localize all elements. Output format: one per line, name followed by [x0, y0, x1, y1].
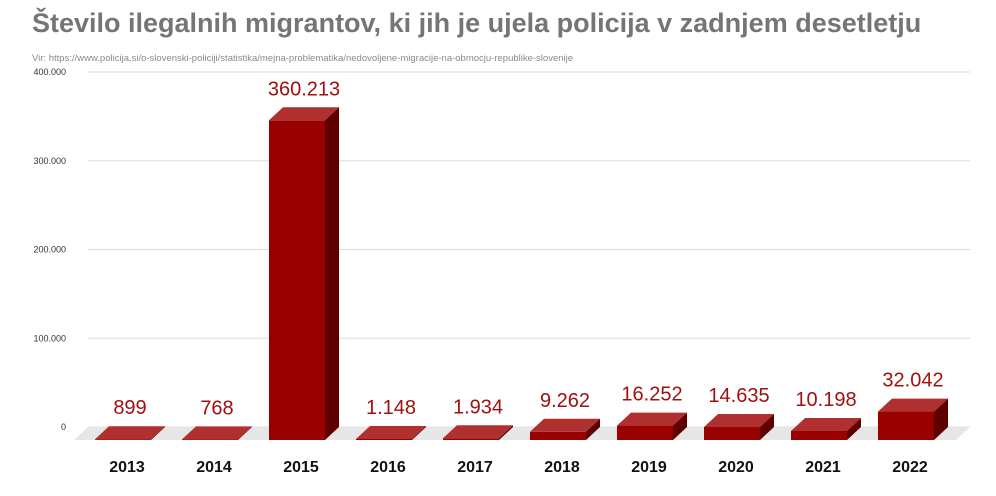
- bar-front: [269, 120, 325, 440]
- x-tick-label: 2018: [544, 459, 580, 476]
- bar: [269, 107, 339, 440]
- bar-side: [760, 414, 774, 440]
- x-tick-label: 2017: [457, 459, 493, 476]
- y-tick-label: 400.000: [33, 67, 66, 77]
- bar-top: [704, 414, 774, 428]
- x-tick-label: 2016: [370, 459, 406, 476]
- x-tick-label: 2015: [283, 459, 319, 476]
- y-tick-label: 200.000: [33, 245, 66, 255]
- bar: [182, 426, 252, 440]
- bar: [530, 418, 600, 440]
- gridlines: [88, 71, 970, 428]
- bar-side: [673, 412, 687, 440]
- data-label: 768: [200, 397, 233, 419]
- bar-top: [356, 425, 426, 439]
- bar: [878, 398, 948, 440]
- x-tick-label: 2019: [631, 459, 667, 476]
- data-label: 1.148: [366, 397, 416, 419]
- bar: [617, 412, 687, 440]
- bar-side: [412, 425, 426, 440]
- y-axis-ticks: 0 100.000 200.000 300.000 400.000: [33, 67, 66, 432]
- bar-front: [182, 439, 238, 440]
- data-label: 14.635: [708, 385, 769, 407]
- bar-top: [791, 417, 861, 431]
- bar-front: [704, 427, 760, 440]
- bar-front: [530, 431, 586, 440]
- bar-front: [617, 425, 673, 440]
- x-tick-label: 2022: [892, 459, 928, 476]
- bar-top: [878, 398, 948, 412]
- bar-top: [269, 107, 339, 121]
- x-tick-label: 2013: [109, 459, 145, 476]
- bar: [356, 425, 426, 440]
- data-label: 16.252: [621, 384, 682, 406]
- data-label: 360.213: [268, 78, 340, 100]
- x-tick-label: 2020: [718, 459, 754, 476]
- y-tick-label: 100.000: [33, 333, 66, 343]
- x-axis-ticks: 2013 2014 2015 2016 2017 2018 2019 2020 2021 2022: [109, 459, 928, 476]
- bar-side: [238, 426, 252, 440]
- bar: [791, 417, 861, 440]
- source-note: Vir: https://www.policija.si/o-slovenski…: [32, 53, 574, 64]
- data-label: 899: [113, 397, 146, 419]
- data-label: 9.262: [540, 390, 590, 412]
- bar: [95, 426, 165, 440]
- bar-side: [151, 426, 165, 440]
- y-tick-label: 300.000: [33, 156, 66, 166]
- x-tick-label: 2021: [805, 459, 841, 476]
- bar-top: [443, 425, 513, 439]
- bar-top: [95, 426, 165, 440]
- bar-side: [499, 425, 513, 440]
- y-tick-label: 0: [61, 422, 66, 432]
- bar-front: [443, 438, 499, 440]
- bar: [443, 425, 513, 440]
- bar-side: [325, 107, 339, 440]
- bars: [95, 107, 948, 440]
- chart-title: Število ilegalnih migrantov, ki jih je u…: [32, 8, 922, 38]
- bar-front: [95, 439, 151, 440]
- data-label: 1.934: [453, 396, 503, 418]
- bar-side: [847, 417, 861, 440]
- bar: [704, 414, 774, 440]
- data-labels: 899 768 360.213 1.148 1.934 9.262 16.252 14.635…: [113, 78, 943, 419]
- data-label: 10.198: [795, 389, 856, 411]
- bar-top: [530, 418, 600, 432]
- bar-side: [586, 418, 600, 440]
- bar-top: [182, 426, 252, 440]
- bar-front: [791, 430, 847, 440]
- bar-front: [356, 438, 412, 440]
- x-tick-label: 2014: [196, 459, 232, 476]
- data-label: 32.042: [882, 370, 943, 392]
- bar-top: [617, 412, 687, 426]
- bar-front: [878, 411, 934, 440]
- bar-side: [934, 398, 948, 440]
